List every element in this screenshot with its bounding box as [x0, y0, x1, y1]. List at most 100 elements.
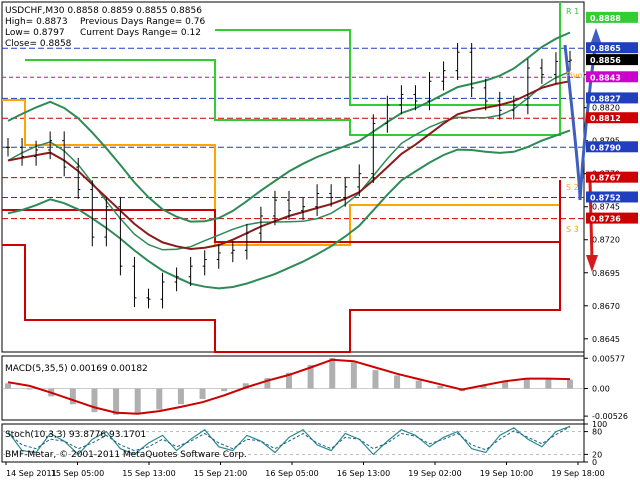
pivot-label-r1: R 1 — [566, 7, 579, 16]
stoch-tick-label: 0 — [592, 458, 597, 467]
macd-histogram-bar — [177, 388, 184, 405]
stoch-tick-label: 100 — [592, 420, 607, 429]
bollinger-lower-band — [7, 129, 571, 290]
price-tag-box — [586, 42, 638, 54]
macd-histogram-bar — [329, 358, 336, 389]
stoch-main-line — [7, 425, 571, 456]
forecast-arrow-up-head — [590, 28, 602, 45]
info-prev-range: Previous Days Range= 0.76 — [80, 17, 205, 27]
stoch-title: Stoch(10,3,3) 93.8776 93.1701 — [5, 430, 146, 440]
macd-title: MACD(5,35,5) 0.00169 0.00182 — [5, 364, 148, 374]
stoch-tick-label: 20 — [592, 450, 602, 459]
price-tick-label: 0.8745 — [592, 203, 620, 212]
time-tick-label: 16 Sep 05:00 — [265, 469, 318, 478]
pivot-label-s3: S 3 — [566, 225, 579, 234]
price-tick-label: 0.8645 — [592, 335, 620, 344]
macd-histogram-bar — [567, 379, 573, 389]
info-line-low: Low= 0.8797 — [5, 28, 65, 38]
macd-histogram-bar — [437, 385, 444, 389]
price-tick-label: 0.8695 — [592, 269, 620, 278]
price-tag-label: 0.8767 — [590, 174, 621, 183]
macd-histogram-bar — [350, 362, 357, 389]
macd-histogram-bar — [372, 370, 379, 389]
macd-panel-frame — [1, 355, 585, 421]
price-tag-label: 0.8856 — [590, 56, 621, 65]
bollinger-upper-band — [7, 31, 571, 223]
price-tag-box — [586, 191, 638, 203]
pivot-label-pivot: Pivot — [566, 71, 586, 80]
forecast-arrow-up-path — [563, 39, 598, 201]
price-tag-box — [586, 92, 638, 104]
macd-histogram-bar — [286, 372, 292, 389]
time-tick-label: 15 Sep 05:00 — [51, 469, 104, 478]
price-tag-box — [586, 141, 638, 153]
price-tag-label: 0.8752 — [590, 193, 621, 202]
price-tag-box — [586, 54, 638, 66]
price-tag-label: 0.8865 — [590, 44, 621, 53]
price-tag-box — [586, 171, 638, 183]
macd-histogram-bar — [134, 388, 141, 414]
price-tag-label: 0.8790 — [590, 143, 621, 152]
macd-histogram-bar — [26, 388, 33, 390]
macd-histogram-bar — [221, 388, 228, 392]
time-tick-label: 16 Sep 13:00 — [337, 469, 390, 478]
time-tick-label: 15 Sep 13:00 — [122, 469, 175, 478]
macd-histogram-bar — [264, 378, 271, 389]
macd-histogram-bar — [242, 383, 249, 389]
stoch-panel-frame — [1, 423, 585, 463]
macd-histogram-bar — [307, 364, 314, 389]
price-panel: 0.86450.86700.86950.87200.87450.87700.87… — [1, 1, 638, 462]
time-tick-label: 19 Sep 02:00 — [408, 469, 461, 478]
macd-histogram-bar — [5, 383, 11, 389]
price-tick-label: 0.8795 — [592, 137, 620, 146]
macd-histogram-bar — [156, 388, 163, 410]
price-tick-label: 0.8820 — [592, 104, 620, 113]
price-tag-label: 0.8736 — [590, 215, 621, 224]
macd-histogram-bar — [523, 378, 530, 389]
pivot-r2-step — [215, 29, 560, 106]
time-tick-label: 14 Sep 2011 — [6, 469, 57, 478]
pivot-red-step-2 — [2, 180, 561, 353]
macd-tick-label: 0.00 — [592, 385, 610, 394]
price-tag-box — [586, 71, 638, 83]
price-panel-frame — [1, 1, 585, 353]
macd-histogram-bar — [480, 385, 487, 389]
pivot-orange-step — [2, 99, 560, 246]
macd-panel: 0.00577 0.00 -0.00526 — [1, 354, 628, 421]
macd-histogram-bar — [91, 388, 98, 413]
macd-histogram-bar — [113, 388, 120, 415]
info-line-close: Close= 0.8858 — [5, 39, 72, 49]
macd-histogram-bar — [415, 380, 422, 389]
price-tag-label: 0.8843 — [590, 73, 621, 82]
forecast-arrow-down-head — [586, 255, 598, 272]
stoch-signal-line — [7, 426, 571, 452]
price-tag-label: 0.8812 — [590, 114, 621, 123]
macd-tick-label: 0.00577 — [592, 354, 625, 363]
pivot-label-s2: S 2 — [566, 183, 579, 192]
time-tick-label: 15 Sep 21:00 — [194, 469, 247, 478]
info-current-range: Current Days Range= 0.12 — [80, 28, 201, 38]
price-tick-label: 0.8670 — [592, 302, 620, 311]
macd-histogram-bar — [502, 380, 509, 389]
macd-histogram-bar — [545, 379, 552, 389]
macd-tick-label: -0.00526 — [592, 412, 628, 421]
macd-histogram-bar — [199, 388, 206, 400]
macd-signal-line — [7, 358, 571, 415]
price-tag-box — [586, 112, 638, 124]
price-tick-label: 0.8720 — [592, 236, 620, 245]
stoch-tick-label: 80 — [592, 428, 602, 437]
info-line-1: USDCHF,M30 0.8858 0.8859 0.8855 0.8856 — [5, 6, 202, 16]
bollinger-middle-band — [7, 70, 571, 251]
copyright-text: BMF-Metar, © 2001-2011 MetaQuotes Softwa… — [5, 450, 247, 460]
price-tag-label: 0.8827 — [590, 94, 621, 103]
time-tick-label: 19 Sep 10:00 — [480, 469, 533, 478]
price-tag-label: 0.8888 — [590, 14, 621, 23]
price-tag-box — [586, 212, 638, 224]
time-tick-label: 19 Sep 18:00 — [551, 469, 604, 478]
info-line-high: High= 0.8873 — [5, 17, 68, 27]
macd-histogram-bar — [394, 375, 401, 389]
